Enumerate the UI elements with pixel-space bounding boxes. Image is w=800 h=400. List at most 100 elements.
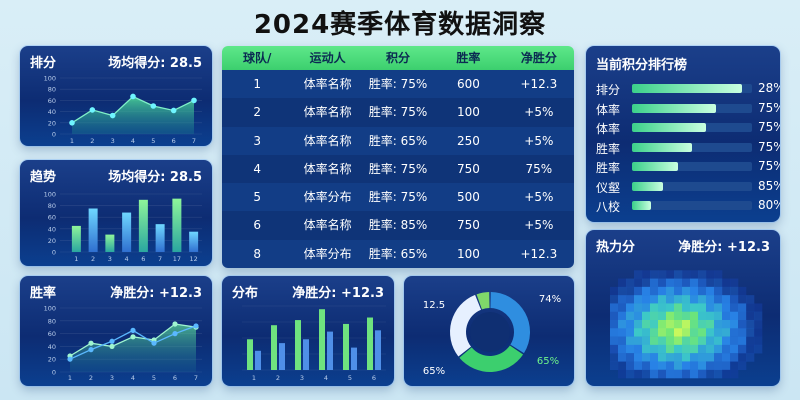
heatmap-cell <box>738 328 747 337</box>
heatmap-cell <box>642 361 651 371</box>
x-tick-label: 4 <box>131 374 135 382</box>
table-row: 6 体率名称 胜率: 85% 750 +5% <box>222 211 574 240</box>
heatmap-cell <box>618 328 627 337</box>
ranking-bar-fill <box>632 84 743 93</box>
heatmap-cell <box>722 353 731 362</box>
distribution-bar <box>375 330 381 370</box>
heatmap-cell <box>698 328 707 337</box>
x-tick-label: 7 <box>194 374 198 382</box>
heatmap-cell <box>618 361 627 371</box>
heatmap-cell <box>666 295 675 304</box>
heatmap-cell <box>682 320 691 329</box>
heatmap-cell <box>682 369 691 379</box>
table-body: 1 体率名称 胜率: 75% 600 +12.3 2 体率名称 胜率: 75% 100 +5% 3 体… <box>222 70 574 268</box>
table-cell: 胜率: 75% <box>368 190 428 205</box>
heatmap-cell <box>634 336 643 346</box>
heatmap-cell <box>618 278 627 288</box>
table-cell: +5% <box>524 218 554 233</box>
heatmap-cell <box>746 336 755 346</box>
heatmap-cell <box>658 311 667 321</box>
heatmap-cell <box>650 303 659 313</box>
winrate-panel-stat: 净胜分: +12.3 <box>110 286 202 301</box>
score-data-point <box>170 107 177 114</box>
heatmap-cell <box>658 369 667 379</box>
ranking-bar-fill <box>632 142 692 152</box>
x-tick-label: 6 <box>372 374 376 382</box>
heatmap-cell <box>618 369 627 379</box>
table-header: 球队/ 运动人 积分 胜率 净胜分 <box>222 46 574 70</box>
heatmap-cell <box>626 286 635 296</box>
heatmap-cell <box>714 286 723 296</box>
heatmap-cell <box>658 328 667 337</box>
heatmap-cell <box>642 311 651 321</box>
table-header-cell: 胜率 <box>456 51 481 65</box>
y-tick-label: 20 <box>48 237 56 245</box>
x-tick-label: 6 <box>173 374 177 382</box>
heatmap-cell <box>690 336 699 346</box>
heatmap-cell <box>722 311 731 321</box>
heatmap-cell <box>634 344 643 354</box>
page-title: 2024赛季体育数据洞察 <box>253 10 547 40</box>
x-tick-label: 6 <box>141 255 145 263</box>
heatmap-cell <box>634 286 643 296</box>
x-tick-label: 7 <box>192 137 196 145</box>
heatmap-cell <box>650 286 659 296</box>
heatmap-cell <box>754 320 763 329</box>
heatmap-cell <box>706 328 715 337</box>
heatmap-cell <box>666 286 675 296</box>
table-cell: 500 <box>456 190 480 205</box>
heatmap-cell <box>642 369 651 379</box>
heatmap-cell <box>634 295 643 304</box>
winrate-panel-title: 胜率 <box>30 286 57 301</box>
heatmap-cell <box>738 303 747 313</box>
heatmap-cell <box>650 278 659 288</box>
heatmap-cell <box>626 336 635 346</box>
distribution-bar <box>351 347 357 370</box>
heatmap-cell <box>634 320 643 329</box>
score-data-point <box>130 93 136 100</box>
heatmap-cell <box>666 320 675 329</box>
heatmap-cell <box>706 320 715 329</box>
x-tick-label: 2 <box>89 374 93 382</box>
heatmap-cell <box>698 344 707 354</box>
heatmap-cell <box>698 286 707 296</box>
heatmap-cell <box>610 361 619 371</box>
heatmap-cell <box>634 361 643 371</box>
ranking-item: 八校 80% <box>596 197 780 215</box>
heatmap-cell <box>618 320 627 329</box>
ranking-label: 仪壑 <box>596 180 621 195</box>
distribution-panel-title: 分布 <box>232 286 259 301</box>
ranking-bar-fill <box>632 103 716 113</box>
heatmap-cell <box>626 328 635 337</box>
x-tick-label: 17 <box>173 255 181 263</box>
heatmap-cell <box>666 353 675 362</box>
heatmap-cell <box>682 328 691 337</box>
donut-label: 12.5 <box>423 300 445 311</box>
heatmap-cell <box>666 344 675 354</box>
heatmap-cell <box>674 295 683 304</box>
trend-bar <box>105 234 115 252</box>
heatmap-cell <box>682 270 691 279</box>
heatmap-cell <box>674 320 683 329</box>
heatmap-cell <box>666 303 675 313</box>
heatmap-cell <box>722 295 731 304</box>
score-panel-title: 排分 <box>30 56 57 71</box>
heatmap-cell <box>626 344 635 354</box>
donut-chart: 74% 65% 65% 12.5 <box>423 292 561 377</box>
heatmap-cell <box>754 328 763 337</box>
heatmap-cell <box>714 303 723 313</box>
ranking-bar-track <box>632 123 752 132</box>
heatmap-cell <box>746 303 755 313</box>
distribution-bar <box>255 350 261 370</box>
heatmap-cell <box>682 303 691 313</box>
table-cell: +12.3 <box>520 77 558 91</box>
ranking-label: 八校 <box>596 200 621 214</box>
x-tick-label: 1 <box>70 137 74 145</box>
heatmap-cell <box>626 278 635 288</box>
donut-slice <box>459 345 524 372</box>
ranking-item: 仪壑 85% <box>596 178 780 196</box>
table-cell: 体率名称 <box>303 133 352 148</box>
score-area-fill <box>72 96 194 134</box>
donut-label: 65% <box>423 366 445 377</box>
donut-label: 74% <box>539 294 561 305</box>
